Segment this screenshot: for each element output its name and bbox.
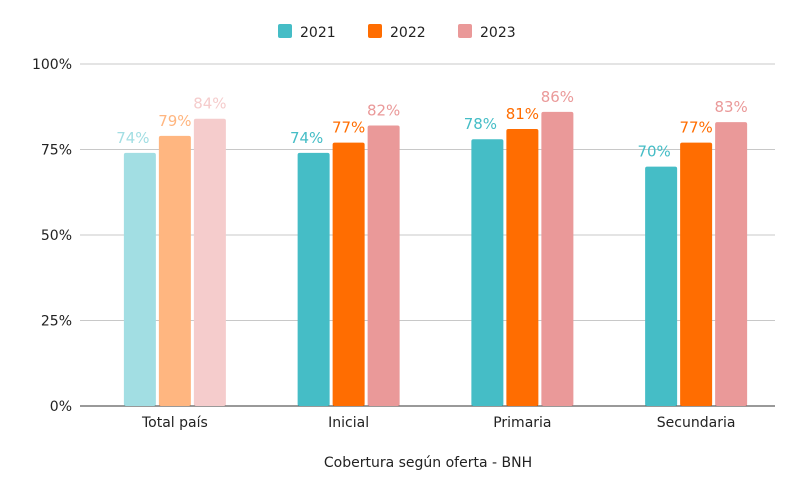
y-tick-label: 100% [32,57,72,73]
bar-2022 [506,128,539,407]
data-label: 78% [464,115,497,133]
legend-label: 2023 [480,25,516,41]
y-tick-label: 50% [41,228,72,244]
data-label: 79% [158,112,191,130]
data-label: 70% [637,143,670,161]
y-tick-label: 25% [41,314,72,330]
bar-2023 [193,118,226,406]
data-label: 77% [332,119,365,137]
y-tick-label: 0% [50,399,72,415]
x-axis-title: Cobertura según oferta - BNH [324,455,532,471]
y-tick-label: 75% [41,143,72,159]
data-label: 81% [506,105,539,123]
data-label: 82% [367,102,400,120]
x-tick-label: Inicial [328,415,369,431]
bar-2023 [367,125,400,406]
legend-swatch-2021 [278,24,292,38]
data-label: 83% [714,98,747,116]
data-label: 74% [116,129,149,147]
bar-2022 [332,142,365,406]
data-label: 77% [679,119,712,137]
legend-label: 2021 [300,25,336,41]
bar-2021 [297,152,330,406]
data-label: 86% [541,88,574,106]
bar-2023 [715,122,748,406]
bar-2022 [158,135,191,406]
data-label: 74% [290,129,323,147]
legend-swatch-2023 [458,24,472,38]
bar-2023 [541,111,574,406]
bar-2021 [645,166,678,406]
bar-2022 [680,142,713,406]
data-label: 84% [193,95,226,113]
bar-2021 [123,152,156,406]
legend-swatch-2022 [368,24,382,38]
bar-2021 [471,139,504,407]
x-tick-label: Primaria [493,415,551,431]
x-tick-label: Total país [141,415,208,431]
legend-label: 2022 [390,25,426,41]
x-tick-label: Secundaria [657,415,736,431]
